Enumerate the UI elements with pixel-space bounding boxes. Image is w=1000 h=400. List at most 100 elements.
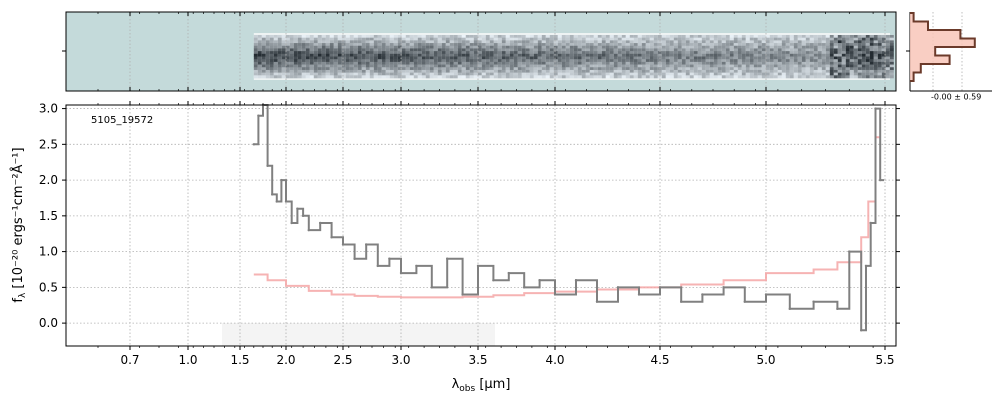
- spec2d-pixel: [381, 51, 386, 55]
- spec2d-pixel: [493, 72, 498, 76]
- spec2d-pixel: [633, 61, 638, 65]
- spectrum-point: [461, 293, 464, 296]
- spec2d-pixel: [869, 48, 874, 52]
- spec2d-pixel: [369, 45, 374, 49]
- spectrum-point: [330, 236, 333, 239]
- spec2d-pixel: [557, 53, 562, 57]
- spectrum-point: [290, 221, 293, 225]
- spec2d-pixel: [593, 51, 598, 55]
- spec2d-pixel: [829, 61, 834, 65]
- spec2d-pixel: [713, 45, 718, 49]
- spec2d-pixel: [665, 48, 670, 52]
- spec2d-pixel: [273, 51, 278, 55]
- spec2d-pixel: [261, 59, 266, 63]
- spec2d-pixel: [621, 67, 626, 71]
- spec2d-pixel: [433, 59, 438, 63]
- spec2d-pixel: [601, 61, 606, 65]
- spec2d-pixel: [473, 56, 478, 60]
- spec2d-pixel: [481, 37, 486, 41]
- spec2d-pixel: [481, 53, 486, 57]
- spec2d-pixel: [273, 61, 278, 65]
- spec2d-pixel: [845, 67, 850, 71]
- spec2d-pixel: [369, 67, 374, 71]
- spec2d-pixel: [493, 51, 498, 55]
- spec2d-pixel: [853, 59, 858, 63]
- spec2d-pixel: [545, 43, 550, 47]
- spec2d-pixel: [593, 40, 598, 44]
- spec2d-pixel: [613, 37, 618, 41]
- spec2d-pixel: [781, 67, 786, 71]
- spec2d-pixel: [493, 53, 498, 57]
- spec2d-pixel: [329, 67, 334, 71]
- spec2d-pixel: [417, 53, 422, 57]
- spec2d-pixel: [629, 37, 634, 41]
- spec2d-pixel: [361, 64, 366, 68]
- spec2d-pixel: [709, 43, 714, 47]
- object-id-label: 5105_19572: [91, 115, 153, 126]
- spectrum-2d-grid: [129, 12, 886, 91]
- spec2d-pixel: [873, 67, 878, 71]
- spec2d-pixel: [573, 40, 578, 44]
- spec2d-pixel: [493, 43, 498, 47]
- spec2d-pixel: [277, 72, 282, 76]
- spec2d-pixel: [885, 48, 890, 52]
- spec2d-pixel: [257, 35, 262, 38]
- spec2d-pixel: [849, 37, 854, 41]
- spec2d-pixel: [597, 64, 602, 68]
- spec2d-pixel: [377, 45, 382, 49]
- spec2d-pixel: [705, 45, 710, 49]
- spec2d-pixel: [825, 75, 830, 79]
- spec2d-pixel: [677, 40, 682, 44]
- spec2d-pixel: [353, 43, 358, 47]
- spec2d-pixel: [801, 35, 806, 38]
- spec2d-pixel: [417, 72, 422, 76]
- spec2d-pixel: [841, 59, 846, 63]
- spec2d-pixel: [689, 72, 694, 76]
- spec2d-pixel: [493, 64, 498, 68]
- spec2d-pixel: [525, 61, 530, 65]
- spec2d-pixel: [837, 64, 842, 68]
- spec2d-pixel: [341, 59, 346, 63]
- spec2d-pixel: [525, 40, 530, 44]
- spec2d-pixel: [337, 64, 342, 68]
- spec2d-pixel: [557, 45, 562, 49]
- spec2d-pixel: [437, 37, 442, 41]
- spec2d-pixel: [325, 37, 330, 41]
- spec2d-pixel: [669, 35, 674, 38]
- spec2d-pixel: [745, 51, 750, 55]
- spec2d-pixel: [389, 67, 394, 71]
- spec2d-pixel: [817, 51, 822, 55]
- spec2d-pixel: [449, 59, 454, 63]
- spec2d-pixel: [473, 61, 478, 65]
- spec2d-pixel: [837, 43, 842, 47]
- spec2d-pixel: [357, 35, 362, 38]
- spec2d-pixel: [457, 64, 462, 68]
- spec2d-pixel: [813, 53, 818, 57]
- spec2d-pixel: [505, 51, 510, 55]
- spec2d-pixel: [265, 40, 270, 44]
- spec2d-pixel: [481, 69, 486, 73]
- spec2d-pixel: [301, 64, 306, 68]
- spec2d-pixel: [601, 37, 606, 41]
- spec2d-pixel: [345, 56, 350, 60]
- spec2d-pixel: [561, 75, 566, 79]
- spec2d-pixel: [821, 43, 826, 47]
- spec2d-pixel: [753, 59, 758, 63]
- spec2d-pixel: [785, 53, 790, 57]
- spec2d-pixel: [749, 40, 754, 44]
- spec2d-pixel: [681, 35, 686, 38]
- spec2d-pixel: [477, 37, 482, 41]
- spec2d-pixel: [665, 43, 670, 47]
- spec2d-pixel: [537, 64, 542, 68]
- spec2d-pixel: [337, 40, 342, 44]
- spec2d-pixel: [385, 51, 390, 55]
- spec2d-pixel: [489, 53, 494, 57]
- spec2d-pixel: [373, 64, 378, 68]
- spec2d-pixel: [621, 69, 626, 73]
- spec2d-pixel: [885, 35, 890, 38]
- spec2d-pixel: [801, 56, 806, 60]
- spec2d-pixel: [465, 72, 470, 76]
- spec2d-pixel: [429, 51, 434, 55]
- spec2d-pixel: [721, 53, 726, 57]
- spec2d-pixel: [793, 48, 798, 52]
